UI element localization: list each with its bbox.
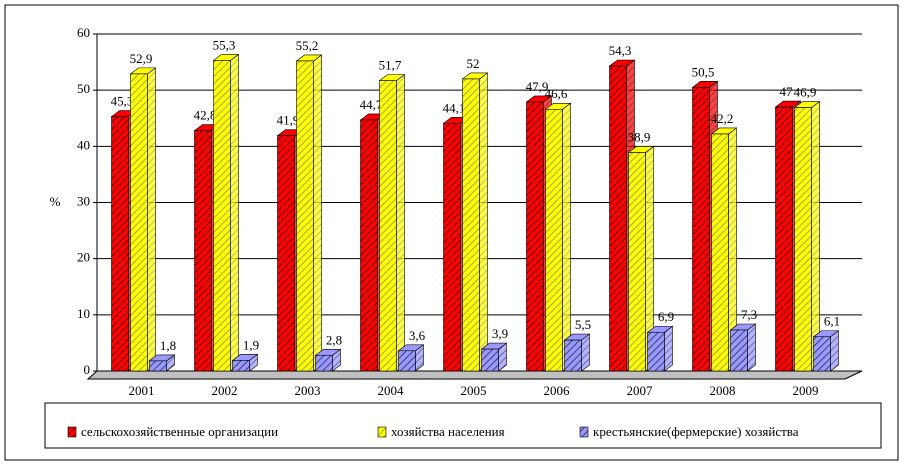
bar bbox=[692, 87, 710, 372]
bar bbox=[481, 348, 499, 372]
bar-side bbox=[747, 323, 756, 372]
legend-box bbox=[44, 402, 882, 449]
bar bbox=[730, 329, 748, 372]
y-tick-label: 0 bbox=[84, 362, 91, 377]
bar-side bbox=[664, 325, 673, 372]
x-tick-label: 2005 bbox=[461, 383, 487, 398]
value-label: 44,7 bbox=[360, 97, 383, 112]
legend-label: хозяйства населения bbox=[391, 424, 505, 439]
y-tick-label: 40 bbox=[77, 137, 90, 152]
value-label: 55,2 bbox=[296, 38, 319, 53]
value-label: 1,8 bbox=[160, 338, 176, 353]
value-label: 52 bbox=[467, 56, 480, 71]
bar bbox=[609, 65, 627, 372]
value-label: 52,9 bbox=[130, 51, 153, 66]
value-label: 47,9 bbox=[526, 79, 549, 94]
legend-swatch bbox=[377, 426, 387, 438]
bar bbox=[794, 107, 812, 372]
legend-swatch bbox=[579, 426, 589, 438]
value-label: 7,3 bbox=[741, 307, 757, 322]
bar bbox=[711, 133, 729, 372]
value-label: 6,9 bbox=[658, 309, 674, 324]
y-tick-label: 50 bbox=[77, 81, 90, 96]
legend-label: сельскохозяйственные организации bbox=[81, 424, 278, 439]
bar bbox=[315, 354, 333, 372]
x-tick-label: 2009 bbox=[793, 383, 819, 398]
value-label: 42,2 bbox=[711, 111, 734, 126]
bar bbox=[526, 101, 544, 372]
value-label: 50,5 bbox=[692, 64, 715, 79]
value-label: 1,9 bbox=[243, 337, 259, 352]
legend-swatch bbox=[67, 426, 77, 438]
y-tick-label: 20 bbox=[77, 250, 90, 265]
bar-side bbox=[230, 53, 239, 372]
value-label: 42,8 bbox=[194, 108, 217, 123]
bar-side bbox=[313, 54, 322, 372]
value-label: 38,9 bbox=[628, 129, 651, 144]
bar bbox=[360, 119, 378, 372]
x-tick-label: 2006 bbox=[544, 383, 571, 398]
value-label: 41,9 bbox=[277, 113, 300, 128]
value-label: 6,1 bbox=[824, 314, 840, 329]
bar bbox=[213, 60, 231, 372]
value-label: 54,3 bbox=[609, 43, 632, 58]
value-label: 44,1 bbox=[443, 100, 466, 115]
bar bbox=[149, 360, 167, 372]
x-tick-label: 2001 bbox=[129, 383, 155, 398]
y-tick-label: 10 bbox=[77, 306, 90, 321]
bar bbox=[564, 339, 582, 372]
bar bbox=[398, 350, 416, 372]
floor bbox=[86, 370, 863, 380]
bar bbox=[296, 60, 314, 372]
y-tick-label: 30 bbox=[77, 193, 90, 208]
bar bbox=[111, 116, 129, 372]
bar-side bbox=[147, 67, 156, 372]
bar bbox=[277, 135, 295, 372]
bar-side bbox=[811, 100, 820, 372]
bar bbox=[462, 78, 480, 372]
bar bbox=[379, 80, 397, 372]
bar bbox=[130, 73, 148, 372]
outer-border bbox=[4, 4, 899, 461]
x-tick-label: 2004 bbox=[378, 383, 405, 398]
bar bbox=[545, 108, 563, 372]
value-label: 5,5 bbox=[575, 317, 591, 332]
value-label: 46,6 bbox=[545, 86, 568, 101]
value-label: 51,7 bbox=[379, 58, 402, 73]
x-tick-label: 2008 bbox=[710, 383, 736, 398]
bar bbox=[443, 123, 461, 372]
value-label: 2,8 bbox=[326, 332, 342, 347]
x-tick-label: 2002 bbox=[212, 383, 238, 398]
legend-label: крестьянские(фермерские) хозяйства bbox=[593, 424, 799, 439]
bar-side bbox=[830, 330, 839, 372]
value-label: 47 bbox=[780, 84, 794, 99]
x-tick-label: 2007 bbox=[627, 383, 654, 398]
bar-side bbox=[562, 102, 571, 372]
bar-side bbox=[479, 72, 488, 372]
bar bbox=[647, 331, 665, 372]
bar-side bbox=[581, 333, 590, 372]
bar bbox=[232, 360, 250, 372]
bar bbox=[628, 152, 646, 372]
bar bbox=[194, 130, 212, 372]
bar bbox=[813, 336, 831, 372]
value-label: 55,3 bbox=[213, 37, 236, 52]
x-tick-label: 2003 bbox=[295, 383, 321, 398]
value-label: 3,6 bbox=[409, 328, 426, 343]
y-axis-label: % bbox=[50, 194, 61, 209]
value-label: 3,9 bbox=[492, 326, 508, 341]
bar bbox=[775, 106, 793, 372]
value-label: 46,9 bbox=[794, 85, 817, 100]
y-tick-label: 60 bbox=[77, 25, 90, 40]
value-label: 45,3 bbox=[111, 94, 134, 109]
bar-side bbox=[396, 74, 405, 372]
